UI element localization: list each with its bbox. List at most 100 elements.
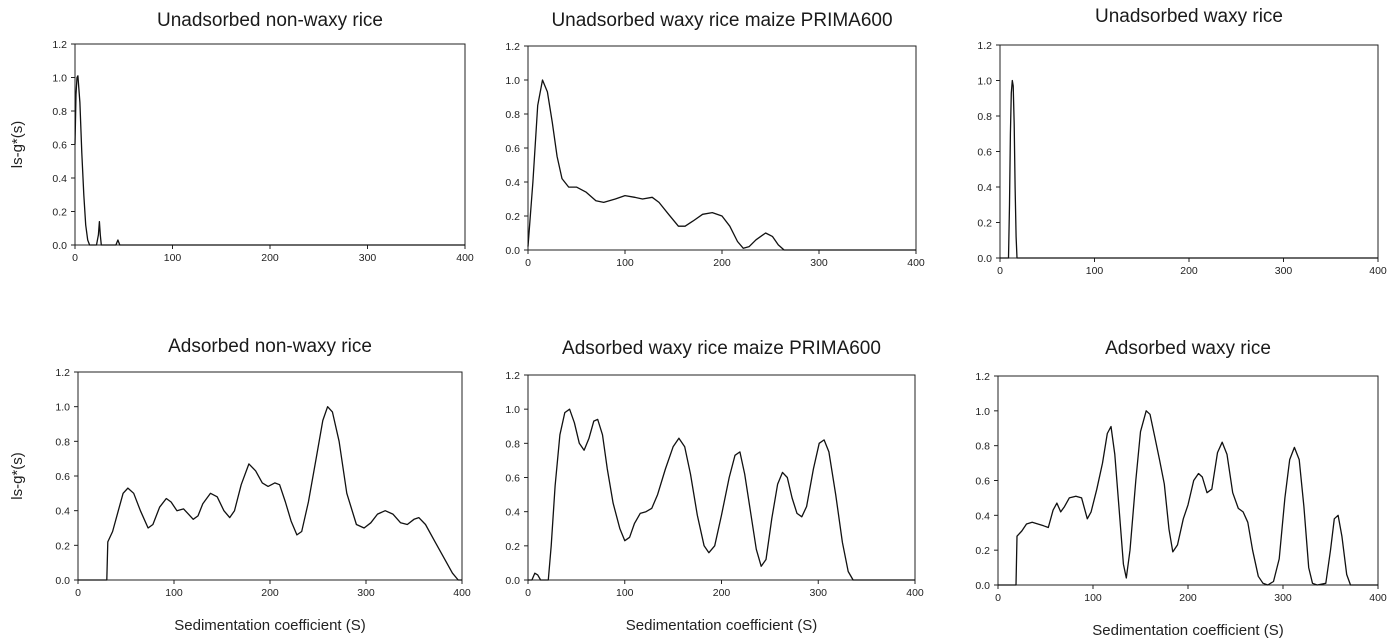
chart-panel-4: Adsorbed non-waxy rice 0.0 0.2 0.4 0.6 0.8 1.0… xyxy=(9,336,471,634)
x-tick-label: 400 xyxy=(907,257,925,269)
y-tick-label: 0.6 xyxy=(52,140,67,152)
y-tick-label: 0.2 xyxy=(977,218,992,230)
plot-area-frame xyxy=(77,371,463,581)
y-tick-label: 0.4 xyxy=(977,182,992,194)
y-tick-label: 0.0 xyxy=(975,580,990,592)
y-tick-label: 0.2 xyxy=(55,540,70,552)
y-tick-label: 0.4 xyxy=(975,510,990,522)
y-axis-title: ls-g*(s) xyxy=(9,121,26,169)
series-line xyxy=(998,410,1378,586)
chart-title: Unadsorbed non-waxy rice xyxy=(157,10,383,31)
y-tick-label: 0.8 xyxy=(505,109,520,121)
x-axis-title: Sedimentation coefficient (S) xyxy=(1092,622,1284,639)
x-tick-label: 0 xyxy=(995,592,1001,604)
chart-title: Adsorbed waxy rice maize PRIMA600 xyxy=(562,338,881,359)
y-tick-label: 0.8 xyxy=(975,441,990,453)
series-line xyxy=(527,79,916,251)
y-tick-label: 0.0 xyxy=(52,240,67,252)
x-tick-label: 300 xyxy=(1274,592,1292,604)
y-tick-label: 0.0 xyxy=(505,245,520,257)
chart-title: Unadsorbed waxy rice xyxy=(1095,6,1283,27)
y-tick-label: 0.8 xyxy=(505,438,520,450)
x-tick-label: 100 xyxy=(1084,592,1102,604)
y-tick-label: 0.6 xyxy=(505,143,520,155)
y-tick-label: 0.0 xyxy=(977,253,992,265)
y-tick-label: 0.4 xyxy=(505,507,520,519)
plot-area-frame xyxy=(74,43,466,246)
chart-panel-1: Unadsorbed non-waxy rice 0.0 0.2 0.4 0.6 0.8 1… xyxy=(9,10,474,264)
y-tick-label: 0.8 xyxy=(55,436,70,448)
x-axis-title: Sedimentation coefficient (S) xyxy=(626,617,818,634)
y-tick-label: 0.2 xyxy=(975,545,990,557)
x-tick-label: 300 xyxy=(359,252,377,264)
chart-panel-5: Adsorbed waxy rice maize PRIMA600 0.0 0.2 0… xyxy=(505,338,924,634)
x-tick-label: 200 xyxy=(713,257,731,269)
x-tick-label: 300 xyxy=(357,587,375,599)
y-tick-label: 0.4 xyxy=(505,177,520,189)
x-tick-label: 400 xyxy=(1369,592,1387,604)
y-tick-label: 0.4 xyxy=(52,173,67,185)
x-tick-label: 0 xyxy=(525,257,531,269)
series-line xyxy=(528,408,915,581)
x-tick-label: 100 xyxy=(164,252,182,264)
y-tick-label: 0.2 xyxy=(505,211,520,223)
y-tick-label: 0.2 xyxy=(505,541,520,553)
y-tick-label: 1.2 xyxy=(977,40,992,52)
x-tick-label: 100 xyxy=(616,257,634,269)
x-tick-label: 400 xyxy=(906,587,924,599)
plot-area-frame xyxy=(527,374,916,581)
plot-area-frame xyxy=(999,44,1379,259)
x-tick-label: 100 xyxy=(1086,265,1104,277)
y-tick-label: 1.2 xyxy=(55,367,70,379)
y-tick-label: 1.2 xyxy=(975,371,990,383)
y-tick-label: 0.0 xyxy=(55,575,70,587)
x-tick-label: 400 xyxy=(456,252,474,264)
y-tick-label: 1.0 xyxy=(977,76,992,88)
y-tick-label: 0.6 xyxy=(975,476,990,488)
series-line xyxy=(78,406,462,581)
y-axis-title: ls-g*(s) xyxy=(9,452,26,500)
x-tick-label: 200 xyxy=(1180,265,1198,277)
chart-panel-2: Unadsorbed waxy rice maize PRIMA600 0.0 0.… xyxy=(505,10,925,269)
x-tick-label: 300 xyxy=(810,257,828,269)
x-tick-label: 200 xyxy=(1179,592,1197,604)
y-tick-label: 0.6 xyxy=(977,147,992,159)
x-tick-label: 100 xyxy=(165,587,183,599)
y-tick-label: 0.4 xyxy=(55,506,70,518)
x-tick-label: 200 xyxy=(713,587,731,599)
y-tick-label: 1.2 xyxy=(52,39,67,51)
x-tick-label: 300 xyxy=(1275,265,1293,277)
x-tick-label: 300 xyxy=(809,587,827,599)
x-tick-label: 400 xyxy=(1369,265,1387,277)
y-tick-label: 1.2 xyxy=(505,370,520,382)
chart-title: Adsorbed non-waxy rice xyxy=(168,336,372,357)
y-tick-label: 0.0 xyxy=(505,575,520,587)
x-tick-label: 0 xyxy=(72,252,78,264)
x-tick-label: 200 xyxy=(261,587,279,599)
chart-panel-6: Adsorbed waxy rice 0.0 0.2 0.4 0.6 0.8 1.0 1.2 0… xyxy=(975,338,1387,639)
x-tick-label: 0 xyxy=(75,587,81,599)
y-tick-label: 0.6 xyxy=(505,473,520,485)
x-tick-label: 0 xyxy=(997,265,1003,277)
x-tick-label: 200 xyxy=(261,252,279,264)
y-tick-label: 0.8 xyxy=(52,106,67,118)
y-tick-label: 1.0 xyxy=(52,73,67,85)
y-tick-label: 1.0 xyxy=(505,404,520,416)
x-tick-label: 0 xyxy=(525,587,531,599)
plot-area-frame xyxy=(997,375,1379,586)
plot-area-frame xyxy=(527,45,917,251)
chart-title: Unadsorbed waxy rice maize PRIMA600 xyxy=(551,10,892,31)
series-line xyxy=(1000,79,1378,259)
y-tick-label: 1.0 xyxy=(55,402,70,414)
x-tick-label: 100 xyxy=(616,587,634,599)
y-tick-label: 1.0 xyxy=(505,75,520,87)
x-tick-label: 400 xyxy=(453,587,471,599)
x-axis-title: Sedimentation coefficient (S) xyxy=(174,617,366,634)
chart-title: Adsorbed waxy rice xyxy=(1105,338,1271,359)
y-tick-label: 0.8 xyxy=(977,111,992,123)
series-line xyxy=(74,75,465,246)
y-tick-label: 1.0 xyxy=(975,406,990,418)
y-tick-label: 0.2 xyxy=(52,207,67,219)
y-tick-label: 1.2 xyxy=(505,41,520,53)
